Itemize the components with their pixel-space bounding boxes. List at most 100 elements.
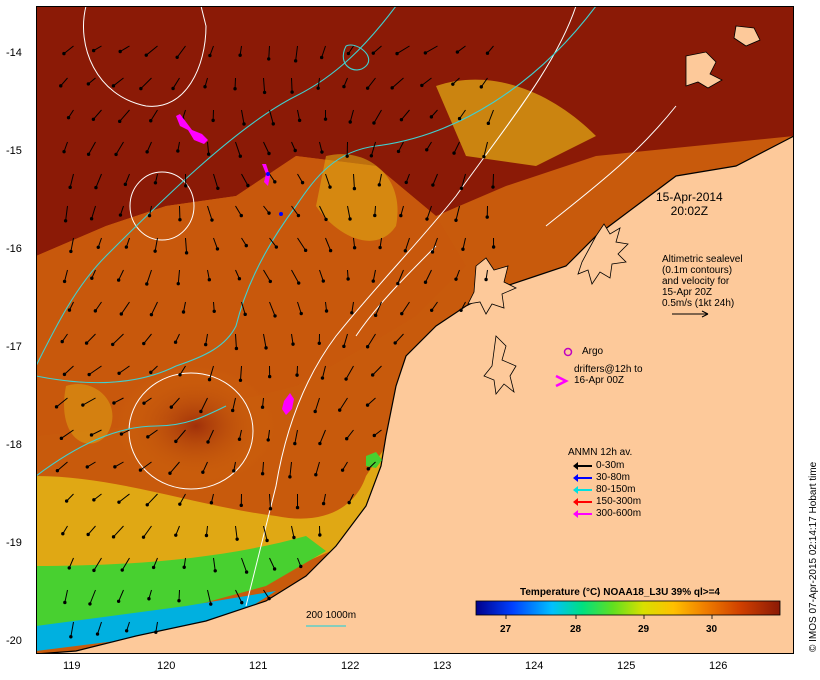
velocity-arrow <box>462 237 466 250</box>
velocity-arrow-head <box>111 84 116 88</box>
velocity-arrow <box>325 173 331 188</box>
velocity-arrow-head <box>203 85 207 89</box>
date-annotation: 15-Apr-2014 20:02Z <box>656 190 723 218</box>
velocity-arrow-head <box>300 180 305 185</box>
sst-map[interactable] <box>36 6 794 654</box>
velocity-arrow-head <box>352 245 357 250</box>
velocity-arrow-head <box>114 152 118 157</box>
velocity-arrow-head <box>274 245 279 249</box>
velocity-arrow-head <box>295 505 300 510</box>
velocity-arrow-head <box>423 280 428 284</box>
velocity-arrow-head <box>292 535 296 540</box>
anmn-legend-label: 0-30m <box>596 460 625 471</box>
velocity-arrow <box>401 109 410 120</box>
velocity-arrow-head <box>262 90 267 95</box>
velocity-arrow <box>115 141 124 155</box>
velocity-arrow-head <box>141 535 146 539</box>
velocity-arrow <box>89 589 96 605</box>
velocity-arrow-head <box>267 374 272 379</box>
velocity-arrow-head <box>396 281 400 286</box>
velocity-arrow-head <box>348 120 352 124</box>
velocity-arrow-head <box>63 600 67 605</box>
velocity-arrow-head <box>455 50 460 54</box>
velocity-arrow <box>97 621 102 635</box>
velocity-arrow <box>425 45 438 54</box>
velocity-arrow-head <box>377 183 382 187</box>
patch-ne <box>436 79 596 166</box>
velocity-arrow <box>453 141 460 154</box>
velocity-arrow-head <box>371 51 375 55</box>
velocity-arrow <box>268 45 270 59</box>
velocity-arrow-head <box>85 465 89 469</box>
velocity-arrow <box>455 205 460 221</box>
velocity-arrow <box>68 557 74 569</box>
velocity-arrow <box>297 109 301 121</box>
warm-water-north <box>36 6 794 256</box>
velocity-arrow <box>235 333 237 349</box>
velocity-arrow <box>297 237 307 251</box>
velocity-arrow <box>113 525 124 538</box>
velocity-arrow <box>213 557 216 571</box>
velocity-arrow-head <box>340 468 345 472</box>
velocity-arrow <box>150 301 158 315</box>
latitude-tick-label: -20 <box>6 635 22 647</box>
velocity-arrow-head <box>94 185 98 190</box>
legend-arrow-icon <box>573 461 592 470</box>
velocity-arrow-head <box>118 119 122 124</box>
velocity-arrow <box>179 493 186 505</box>
velocity-arrow-head <box>454 218 458 222</box>
anmn-legend-row: 30-80m <box>573 472 630 483</box>
velocity-arrow <box>143 525 152 538</box>
velocity-arrow <box>372 365 382 376</box>
velocity-arrow <box>64 269 68 282</box>
velocity-arrow <box>460 173 466 189</box>
altimetry-line-1: Altimetric sealevel <box>662 254 743 265</box>
velocity-arrow-head <box>118 213 123 217</box>
legend-arrow-icon <box>573 485 592 494</box>
velocity-arrow <box>321 365 326 379</box>
velocity-arrow <box>370 141 376 156</box>
velocity-arrow-head <box>237 277 242 281</box>
velocity-arrow <box>70 621 74 637</box>
coast-inlet-1 <box>577 223 629 285</box>
velocity-arrow <box>63 45 74 54</box>
velocity-arrow-head <box>153 249 157 253</box>
velocity-arrow-head <box>459 186 464 191</box>
velocity-arrow-head <box>342 344 346 349</box>
velocity-arrow-head <box>320 150 324 154</box>
longitude-tick-label: 122 <box>341 660 360 672</box>
date-line-1: 15-Apr-2014 <box>656 190 723 204</box>
velocity-arrow <box>69 173 74 188</box>
velocity-arrow <box>263 141 270 154</box>
velocity-arrow-head <box>118 49 122 54</box>
cold-coastal-band <box>36 536 326 631</box>
velocity-arrow <box>401 301 410 314</box>
velocity-arrow-head <box>451 82 455 86</box>
velocity-arrow-head <box>345 154 349 158</box>
velocity-arrow-head <box>452 151 456 155</box>
velocity-arrow-head <box>372 121 376 125</box>
velocity-arrow-head <box>215 247 220 251</box>
coastal-green-patch <box>366 452 382 468</box>
velocity-arrow <box>263 269 271 282</box>
velocity-arrow-head <box>62 149 66 154</box>
velocity-arrow-head <box>378 245 382 250</box>
velocity-arrow <box>347 205 351 220</box>
velocity-arrow-head <box>81 403 85 407</box>
velocity-arrow <box>185 237 188 253</box>
velocity-arrow <box>297 301 302 314</box>
velocity-arrow-head <box>350 311 354 315</box>
velocity-arrow-head <box>266 438 270 442</box>
velocity-arrow-head <box>293 59 298 63</box>
drifter-blue-2 <box>279 212 283 216</box>
cold-edge <box>36 591 276 651</box>
velocity-arrow <box>209 365 214 380</box>
velocity-arrow-head <box>92 568 96 573</box>
velocity-arrow-head <box>69 635 73 639</box>
velocity-arrow-head <box>116 278 121 282</box>
velocity-arrow-head <box>393 341 397 345</box>
velocity-arrow-head <box>207 377 212 382</box>
velocity-arrow <box>112 333 124 345</box>
velocity-arrow-head <box>373 313 378 318</box>
velocity-arrow-head <box>86 532 90 537</box>
